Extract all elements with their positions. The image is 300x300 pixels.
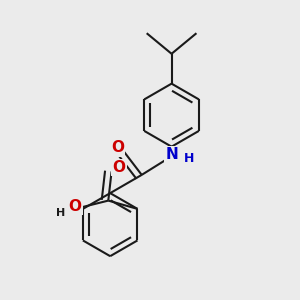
Text: N: N [165,147,178,162]
Text: O: O [69,199,82,214]
Text: H: H [184,152,194,165]
Text: H: H [56,208,65,218]
Text: O: O [111,140,124,155]
Text: O: O [112,160,125,175]
